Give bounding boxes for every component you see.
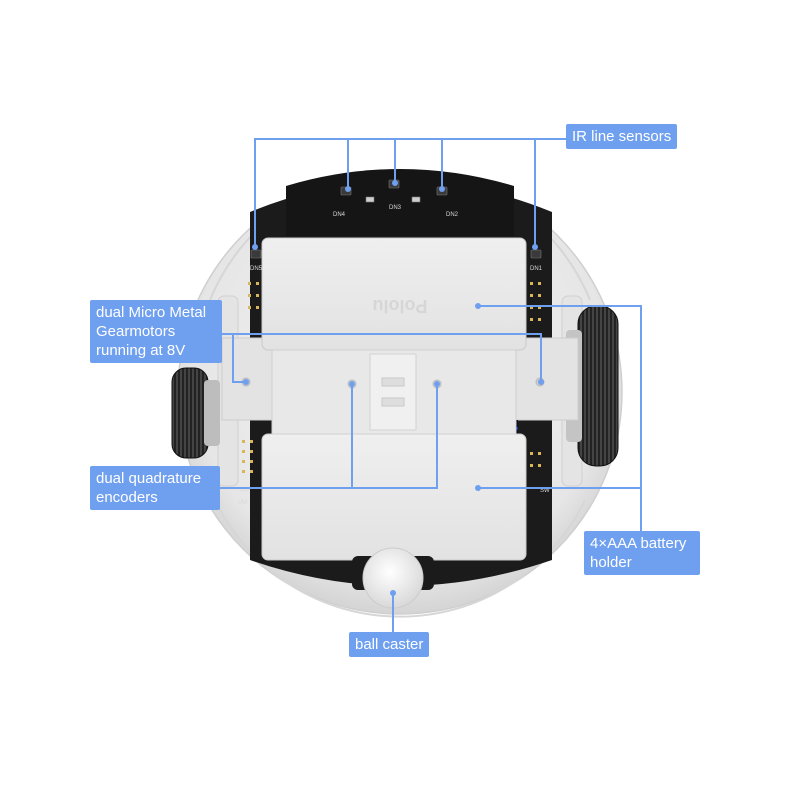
ball-caster	[352, 547, 434, 609]
label-isp: ISP	[240, 488, 250, 494]
battery-holder: Pololu	[261, 237, 527, 561]
callout-dots	[243, 180, 544, 596]
callout-ball-caster: ball caster	[349, 632, 430, 657]
label-dn4: DN4	[333, 212, 346, 218]
label-dn2: DN2	[446, 212, 459, 218]
label-dn3: DN3	[389, 205, 402, 211]
label-dn1: DN1	[530, 266, 543, 272]
ir-sensor-array	[250, 179, 542, 259]
callout-leaders	[220, 138, 642, 632]
callout-encoders: dual quadrature encoders	[90, 466, 220, 510]
label-sw: SW	[540, 488, 550, 494]
left-wheel	[171, 367, 220, 459]
callout-battery-holder: 4×AAA battery holder	[584, 531, 700, 575]
pololu-logo: Pololu	[373, 296, 428, 316]
label-dn5: DN5	[250, 266, 263, 272]
label-vm: VM	[238, 500, 247, 506]
callout-gearmotors: dual Micro Metal Gearmotors running at 8…	[90, 300, 222, 363]
callout-ir-line-sensors: IR line sensors	[566, 124, 678, 149]
